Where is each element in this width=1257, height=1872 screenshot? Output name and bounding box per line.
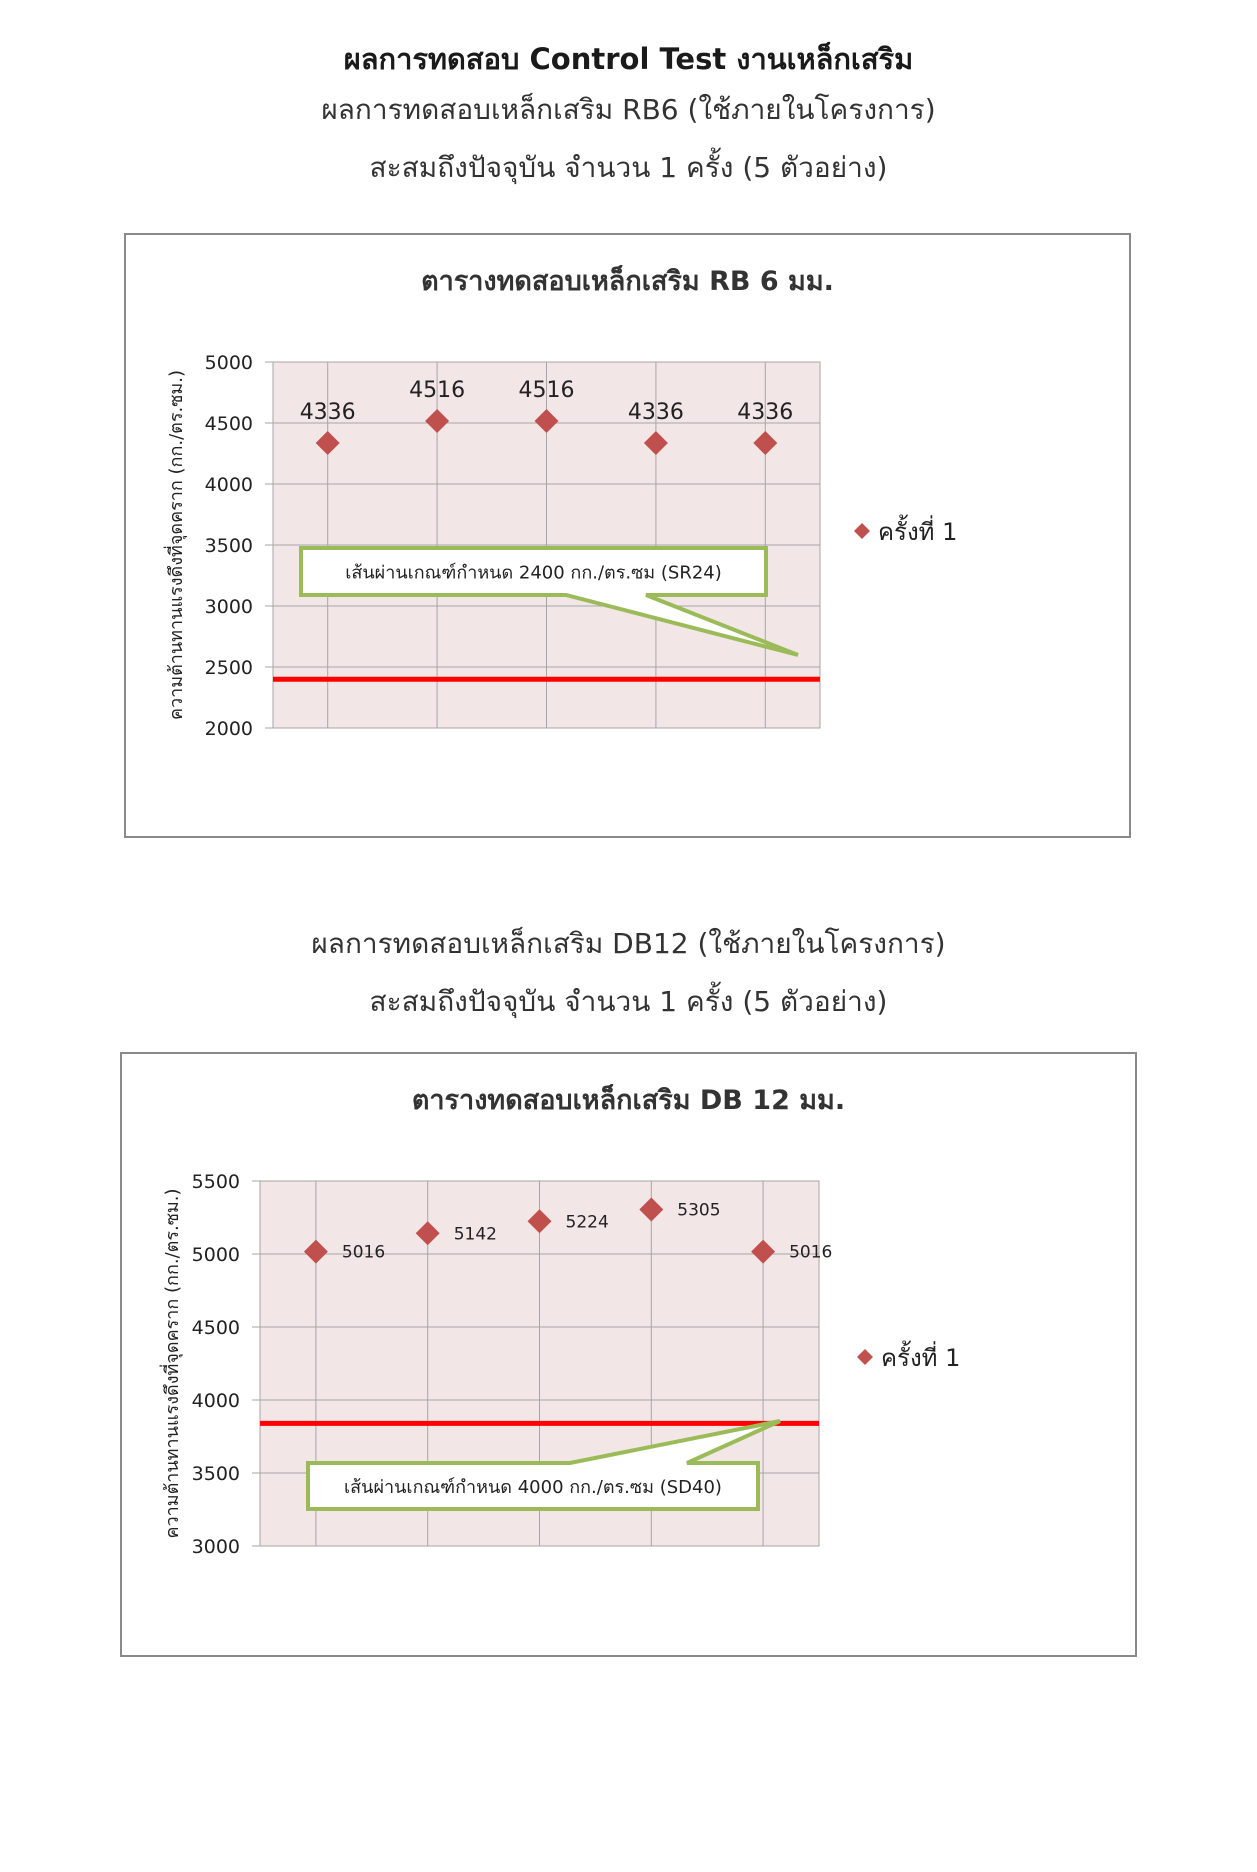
y-tick-label: 3000: [192, 1536, 240, 1558]
data-point: [639, 1197, 664, 1222]
data-label: 4336: [300, 400, 356, 425]
section-2-subtitle: ผลการทดสอบเหล็กเสริม DB12 (ใช้ภายในโครงก…: [311, 927, 946, 960]
data-label: 5305: [677, 1200, 720, 1220]
annotation-callout: [299, 546, 799, 657]
data-label: 4336: [628, 400, 684, 425]
y-tick-label: 5000: [192, 1244, 240, 1266]
data-label: 4516: [519, 378, 575, 403]
section-1-summary: สะสมถึงปัจจุบัน จำนวน 1 ครั้ง (5 ตัวอย่า…: [369, 151, 888, 184]
y-tick-label: 4500: [192, 1317, 240, 1339]
y-tick-label: 2500: [205, 657, 253, 679]
data-point: [753, 431, 778, 456]
data-point: [751, 1239, 776, 1264]
legend-marker: [854, 523, 870, 539]
chart-db12-frame: ตารางทดสอบเหล็กเสริม DB 12 มม. 3000 3500 40…: [120, 1052, 1137, 1657]
y-tick-label: 2000: [205, 718, 253, 740]
y-axis-label: ความต้านทานแรงดึงที่จุดคราก (กก./ตร.ซม.): [163, 370, 187, 720]
annotation-callout: [306, 1419, 781, 1511]
y-tick-label: 5000: [205, 352, 253, 374]
y-tick-label: 4000: [205, 474, 253, 496]
chart-title: ตารางทดสอบเหล็กเสริม RB 6 มม.: [421, 263, 834, 297]
document-title: ผลการทดสอบ Control Test งานเหล็กเสริม: [343, 42, 914, 76]
data-point: [527, 1209, 552, 1234]
data-label: 5142: [454, 1224, 497, 1244]
y-tick-label: 4500: [205, 413, 253, 435]
data-point: [315, 431, 340, 456]
y-tick-label: 4000: [192, 1390, 240, 1412]
chart-db12: ตารางทดสอบเหล็กเสริม DB 12 มม. 3000 3500 40…: [159, 1082, 960, 1558]
legend-label: ครั้งที่ 1: [878, 514, 957, 546]
section-2-summary: สะสมถึงปัจจุบัน จำนวน 1 ครั้ง (5 ตัวอย่า…: [369, 985, 888, 1018]
legend-marker: [857, 1349, 873, 1365]
data-label: 4516: [409, 378, 465, 403]
data-point: [425, 409, 450, 434]
annotation-text: เส้นผ่านเกณฑ์กำหนด 4000 กก./ตร.ซม (SD40): [344, 1477, 722, 1498]
annotation-text: เส้นผ่านเกณฑ์กำหนด 2400 กก./ตร.ซม (SR24): [345, 563, 722, 584]
data-label: 4336: [737, 400, 793, 425]
y-axis-label: ความต้านทานแรงดึงที่จุดคราก (กก./ตร.ซม.): [159, 1188, 183, 1538]
data-point: [303, 1239, 328, 1264]
data-point: [643, 431, 668, 456]
data-label: 5016: [789, 1243, 832, 1263]
data-point: [534, 409, 559, 434]
y-tick-label: 3500: [192, 1463, 240, 1485]
y-tick-label: 3500: [205, 535, 253, 557]
legend-label: ครั้งที่ 1: [881, 1340, 960, 1372]
chart-title: ตารางทดสอบเหล็กเสริม DB 12 มม.: [412, 1082, 845, 1116]
section-1-subtitle: ผลการทดสอบเหล็กเสริม RB6 (ใช้ภายในโครงกา…: [321, 93, 936, 126]
y-tick-label: 5500: [192, 1171, 240, 1193]
data-label: 5016: [342, 1243, 385, 1263]
data-label: 5224: [566, 1212, 609, 1232]
y-tick-label: 3000: [205, 596, 253, 618]
chart-rb6-frame: ตารางทดสอบเหล็กเสริม RB 6 มม. 2000 2500 300…: [124, 233, 1131, 838]
chart-rb6: ตารางทดสอบเหล็กเสริม RB 6 มม. 2000 2500 300…: [163, 263, 957, 740]
data-point: [415, 1221, 440, 1246]
